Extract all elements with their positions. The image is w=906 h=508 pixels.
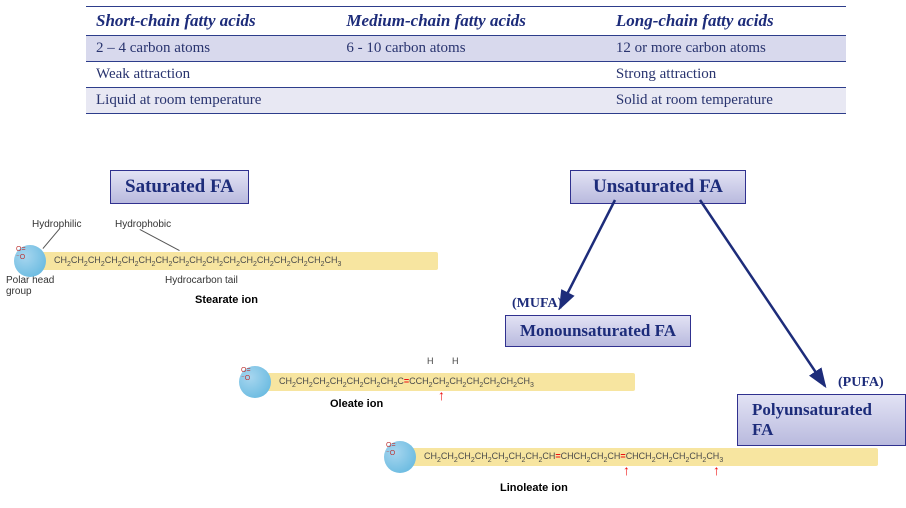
table-header-row: Short-chain fatty acids Medium-chain fat… [86, 7, 846, 36]
polar-head-icon: O=⁻O [239, 366, 271, 398]
table-row: Liquid at room temperature Solid at room… [86, 88, 846, 114]
oleate-ion-label: Oleate ion [330, 398, 383, 410]
monounsaturated-fa-box: Monounsaturated FA [505, 315, 691, 347]
unsaturated-fa-box: Unsaturated FA [570, 170, 746, 204]
polar-head-icon: O=⁻O [384, 441, 416, 473]
oleate-formula: CH2CH2CH2CH2CH2CH2CH2C=CCH2CH2CH2CH2CH2C… [279, 376, 534, 389]
double-bond-arrow-icon: ↑ [713, 464, 720, 480]
linoleate-ion-label: Linoleate ion [500, 482, 568, 494]
pufa-label: (PUFA) [838, 375, 884, 391]
double-bond-arrow-icon: ↑ [438, 389, 445, 405]
stearate-chain: O=⁻O CH2CH2CH2CH2CH2CH2CH2CH2CH2CH2CH2CH… [30, 252, 438, 270]
polar-head-icon: O=⁻O [14, 245, 46, 277]
table-row: Weak attraction Strong attraction [86, 62, 846, 88]
polar-head-label: Polar head group [6, 275, 66, 297]
oleate-chain: O=⁻O CH2CH2CH2CH2CH2CH2CH2C=CCH2CH2CH2CH… [255, 373, 635, 391]
leader-line [140, 229, 180, 251]
mufa-label: (MUFA) [512, 296, 562, 312]
table-row: 2 – 4 carbon atoms 6 - 10 carbon atoms 1… [86, 36, 846, 62]
carboxyl-label: O=⁻O [386, 442, 396, 458]
col-short: Short-chain fatty acids [86, 7, 336, 36]
polyunsaturated-fa-box: Polyunsaturated FA [737, 394, 906, 446]
hydrophobic-label: Hydrophobic [115, 219, 171, 230]
carboxyl-label: O=⁻O [16, 246, 26, 262]
saturated-fa-box: Saturated FA [110, 170, 249, 204]
hydrophilic-label: Hydrophilic [32, 219, 81, 230]
stearate-formula: CH2CH2CH2CH2CH2CH2CH2CH2CH2CH2CH2CH2CH2C… [54, 255, 341, 268]
hydrocarbon-tail-label: Hydrocarbon tail [165, 275, 238, 286]
carboxyl-label: O=⁻O [241, 367, 251, 383]
col-medium: Medium-chain fatty acids [336, 7, 605, 36]
stearate-ion-label: Stearate ion [195, 294, 258, 306]
cis-h-label: H H [427, 356, 467, 366]
fa-classification-table: Short-chain fatty acids Medium-chain fat… [86, 6, 846, 114]
double-bond-arrow-icon: ↑ [623, 464, 630, 480]
linoleate-chain: O=⁻O CH2CH2CH2CH2CH2CH2CH2CH=CHCH2CH2CH=… [400, 448, 878, 466]
linoleate-formula: CH2CH2CH2CH2CH2CH2CH2CH=CHCH2CH2CH=CHCH2… [424, 451, 723, 464]
leader-line [43, 228, 60, 249]
col-long: Long-chain fatty acids [606, 7, 846, 36]
